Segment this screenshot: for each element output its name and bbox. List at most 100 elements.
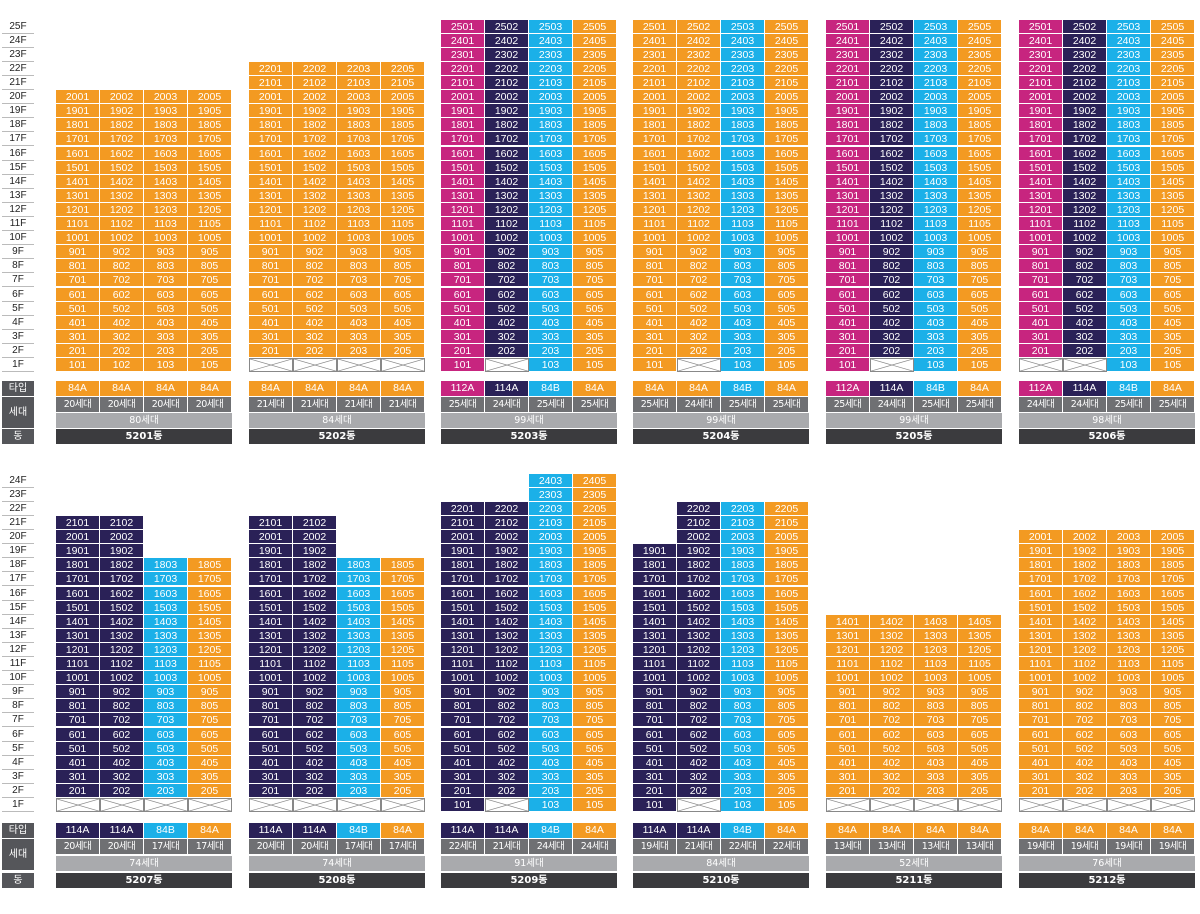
unit-cell[interactable]: 1302 [677,628,721,643]
unit-cell[interactable]: 502 [677,741,721,756]
unit-cell[interactable]: 1202 [100,202,144,217]
unit-cell[interactable]: 1303 [529,628,573,643]
unit-cell[interactable]: 401 [633,315,677,330]
unit-cell[interactable]: 303 [337,329,381,344]
unit-cell[interactable]: 502 [677,301,721,316]
unit-cell[interactable]: 1603 [721,146,765,161]
unit-cell[interactable]: 1105 [1151,217,1195,232]
unit-cell[interactable]: 1301 [633,628,677,643]
unit-cell[interactable]: 805 [1151,699,1195,714]
unit-cell[interactable]: 1203 [529,642,573,657]
unit-cell[interactable]: 2001 [56,90,100,105]
unit-cell[interactable]: 1802 [1063,118,1107,133]
unit-cell[interactable]: 805 [573,259,617,274]
unit-cell[interactable]: 1401 [249,614,293,629]
unit-cell[interactable]: 1905 [381,104,425,119]
unit-cell[interactable]: 1001 [1019,671,1063,686]
unit-cell[interactable]: 1003 [721,231,765,246]
unit-cell[interactable]: 203 [721,343,765,358]
unit-cell[interactable]: 403 [144,315,188,330]
unit-cell[interactable]: 901 [826,685,870,700]
unit-cell[interactable]: 305 [381,329,425,344]
unit-cell[interactable]: 2501 [1019,19,1063,34]
unit-cell[interactable]: 402 [870,315,914,330]
unit-cell[interactable]: 1802 [1063,558,1107,573]
unit-cell[interactable]: 903 [529,685,573,700]
unit-cell[interactable]: 1101 [56,217,100,232]
unit-cell[interactable]: 1702 [485,132,529,147]
unit-cell[interactable]: 1805 [188,118,232,133]
unit-cell[interactable]: 1901 [56,104,100,119]
unit-cell[interactable]: 601 [249,727,293,742]
unit-cell[interactable]: 1605 [573,146,617,161]
unit-cell[interactable]: 403 [529,315,573,330]
unit-cell[interactable]: 1303 [144,628,188,643]
unit-cell[interactable]: 601 [249,287,293,302]
unit-cell[interactable]: 1201 [441,642,485,657]
unit-cell[interactable]: 1503 [914,160,958,175]
unit-cell[interactable]: 105 [573,358,617,373]
unit-cell[interactable]: 805 [381,699,425,714]
unit-cell[interactable]: 2101 [1019,76,1063,91]
unit-cell[interactable]: 2105 [765,76,809,91]
unit-cell[interactable]: 2305 [958,47,1002,62]
unit-cell[interactable]: 1902 [1063,104,1107,119]
unit-cell[interactable]: 1602 [100,586,144,601]
unit-cell[interactable]: 301 [633,769,677,784]
unit-cell[interactable]: 2205 [573,501,617,516]
unit-cell[interactable]: 505 [381,301,425,316]
building-name[interactable]: 5203동 [441,429,617,444]
unit-cell[interactable]: 1002 [485,671,529,686]
unit-cell[interactable]: 703 [1107,273,1151,288]
unit-cell[interactable]: 1201 [441,202,485,217]
unit-cell[interactable]: 1402 [677,174,721,189]
unit-cell[interactable]: 1502 [293,600,337,615]
unit-cell[interactable]: 303 [337,769,381,784]
unit-cell[interactable]: 1902 [485,104,529,119]
unit-cell[interactable]: 601 [56,727,100,742]
unit-cell[interactable]: 201 [633,343,677,358]
unit-cell[interactable]: 1901 [441,544,485,559]
unit-cell[interactable]: 2405 [573,33,617,48]
unit-cell[interactable]: 2303 [1107,47,1151,62]
unit-cell[interactable]: 2005 [188,90,232,105]
unit-cell[interactable]: 1501 [1019,160,1063,175]
unit-cell[interactable]: 2202 [1063,61,1107,76]
unit-cell[interactable]: 1201 [1019,642,1063,657]
building-name[interactable]: 5210동 [633,873,809,888]
unit-cell[interactable]: 1302 [100,188,144,203]
unit-cell[interactable]: 602 [485,727,529,742]
unit-cell[interactable]: 1805 [1151,118,1195,133]
unit-cell[interactable]: 901 [1019,245,1063,260]
unit-cell[interactable]: 2201 [441,61,485,76]
unit-cell[interactable]: 1801 [633,118,677,133]
unit-cell[interactable]: 1102 [485,217,529,232]
unit-cell[interactable]: 705 [381,713,425,728]
unit-cell[interactable]: 2002 [100,530,144,545]
unit-cell[interactable]: 2202 [485,61,529,76]
unit-cell[interactable]: 1003 [914,231,958,246]
unit-cell[interactable]: 1802 [485,558,529,573]
unit-cell[interactable]: 1201 [633,202,677,217]
unit-cell[interactable]: 405 [381,755,425,770]
unit-cell[interactable]: 603 [529,727,573,742]
unit-cell[interactable]: 1005 [573,671,617,686]
unit-cell[interactable]: 503 [337,301,381,316]
unit-cell[interactable]: 1401 [249,174,293,189]
unit-cell[interactable]: 703 [721,273,765,288]
unit-cell[interactable]: 1603 [337,146,381,161]
unit-cell[interactable]: 1203 [721,202,765,217]
unit-cell[interactable]: 501 [441,741,485,756]
unit-cell[interactable]: 2102 [1063,76,1107,91]
unit-cell[interactable]: 2301 [1019,47,1063,62]
unit-cell[interactable]: 1303 [337,628,381,643]
unit-cell[interactable]: 203 [721,783,765,798]
unit-cell[interactable]: 1005 [958,231,1002,246]
unit-cell[interactable]: 1605 [1151,586,1195,601]
unit-cell[interactable]: 1603 [144,586,188,601]
unit-cell[interactable]: 501 [1019,741,1063,756]
unit-cell[interactable]: 801 [441,699,485,714]
unit-cell[interactable]: 1305 [573,628,617,643]
unit-cell[interactable]: 503 [529,741,573,756]
unit-cell[interactable]: 1703 [144,572,188,587]
